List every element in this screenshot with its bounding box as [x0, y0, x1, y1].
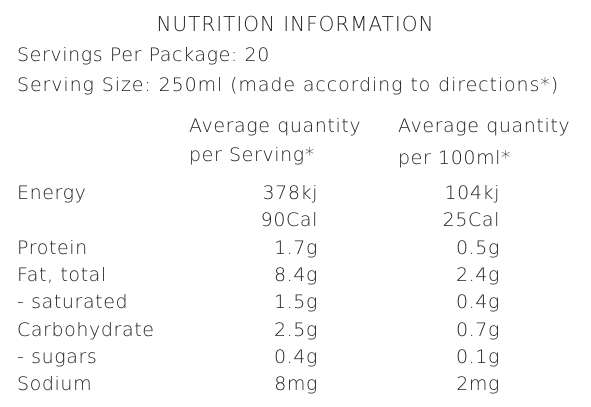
- cell-value: 2.4g: [455, 263, 500, 286]
- serving-size: Serving Size: 250ml (made according to d…: [17, 74, 560, 96]
- cell-value: 378kj: [262, 182, 318, 204]
- cell-value: 0.5g: [455, 236, 500, 259]
- cell-value: 104kj: [444, 182, 500, 204]
- row-label: Sodium: [17, 373, 93, 396]
- cell-value: 0.1g: [455, 345, 500, 368]
- title: NUTRITION INFORMATION: [156, 12, 435, 36]
- column-header: Average quantity: [189, 115, 362, 137]
- cell-value: 8mg: [274, 373, 318, 396]
- cell-value: 0.4g: [273, 345, 318, 368]
- cell-value: 0.4g: [455, 291, 500, 314]
- row-label: - sugars: [17, 345, 98, 368]
- servings: Servings Per Package: 20: [17, 44, 270, 66]
- cell-value: 1.5g: [273, 291, 318, 314]
- cell-value: 2.5g: [273, 318, 318, 341]
- column-header: per Serving*: [189, 144, 315, 166]
- cell-value: 2mg: [456, 373, 500, 396]
- row-label: Carbohydrate: [17, 318, 155, 341]
- row-label: Fat, total: [17, 263, 107, 286]
- cell-value: 25Cal: [442, 209, 500, 232]
- column-header: Average quantity: [398, 115, 571, 137]
- cell-value: 90Cal: [260, 209, 318, 232]
- cell-value: 0.7g: [455, 318, 500, 341]
- row-label: - saturated: [17, 291, 129, 314]
- column-header: per 100ml*: [398, 147, 512, 169]
- cell-value: 1.7g: [273, 236, 318, 259]
- row-label: Protein: [17, 236, 88, 259]
- row-label: Energy: [17, 182, 87, 204]
- cell-value: 8.4g: [273, 263, 318, 286]
